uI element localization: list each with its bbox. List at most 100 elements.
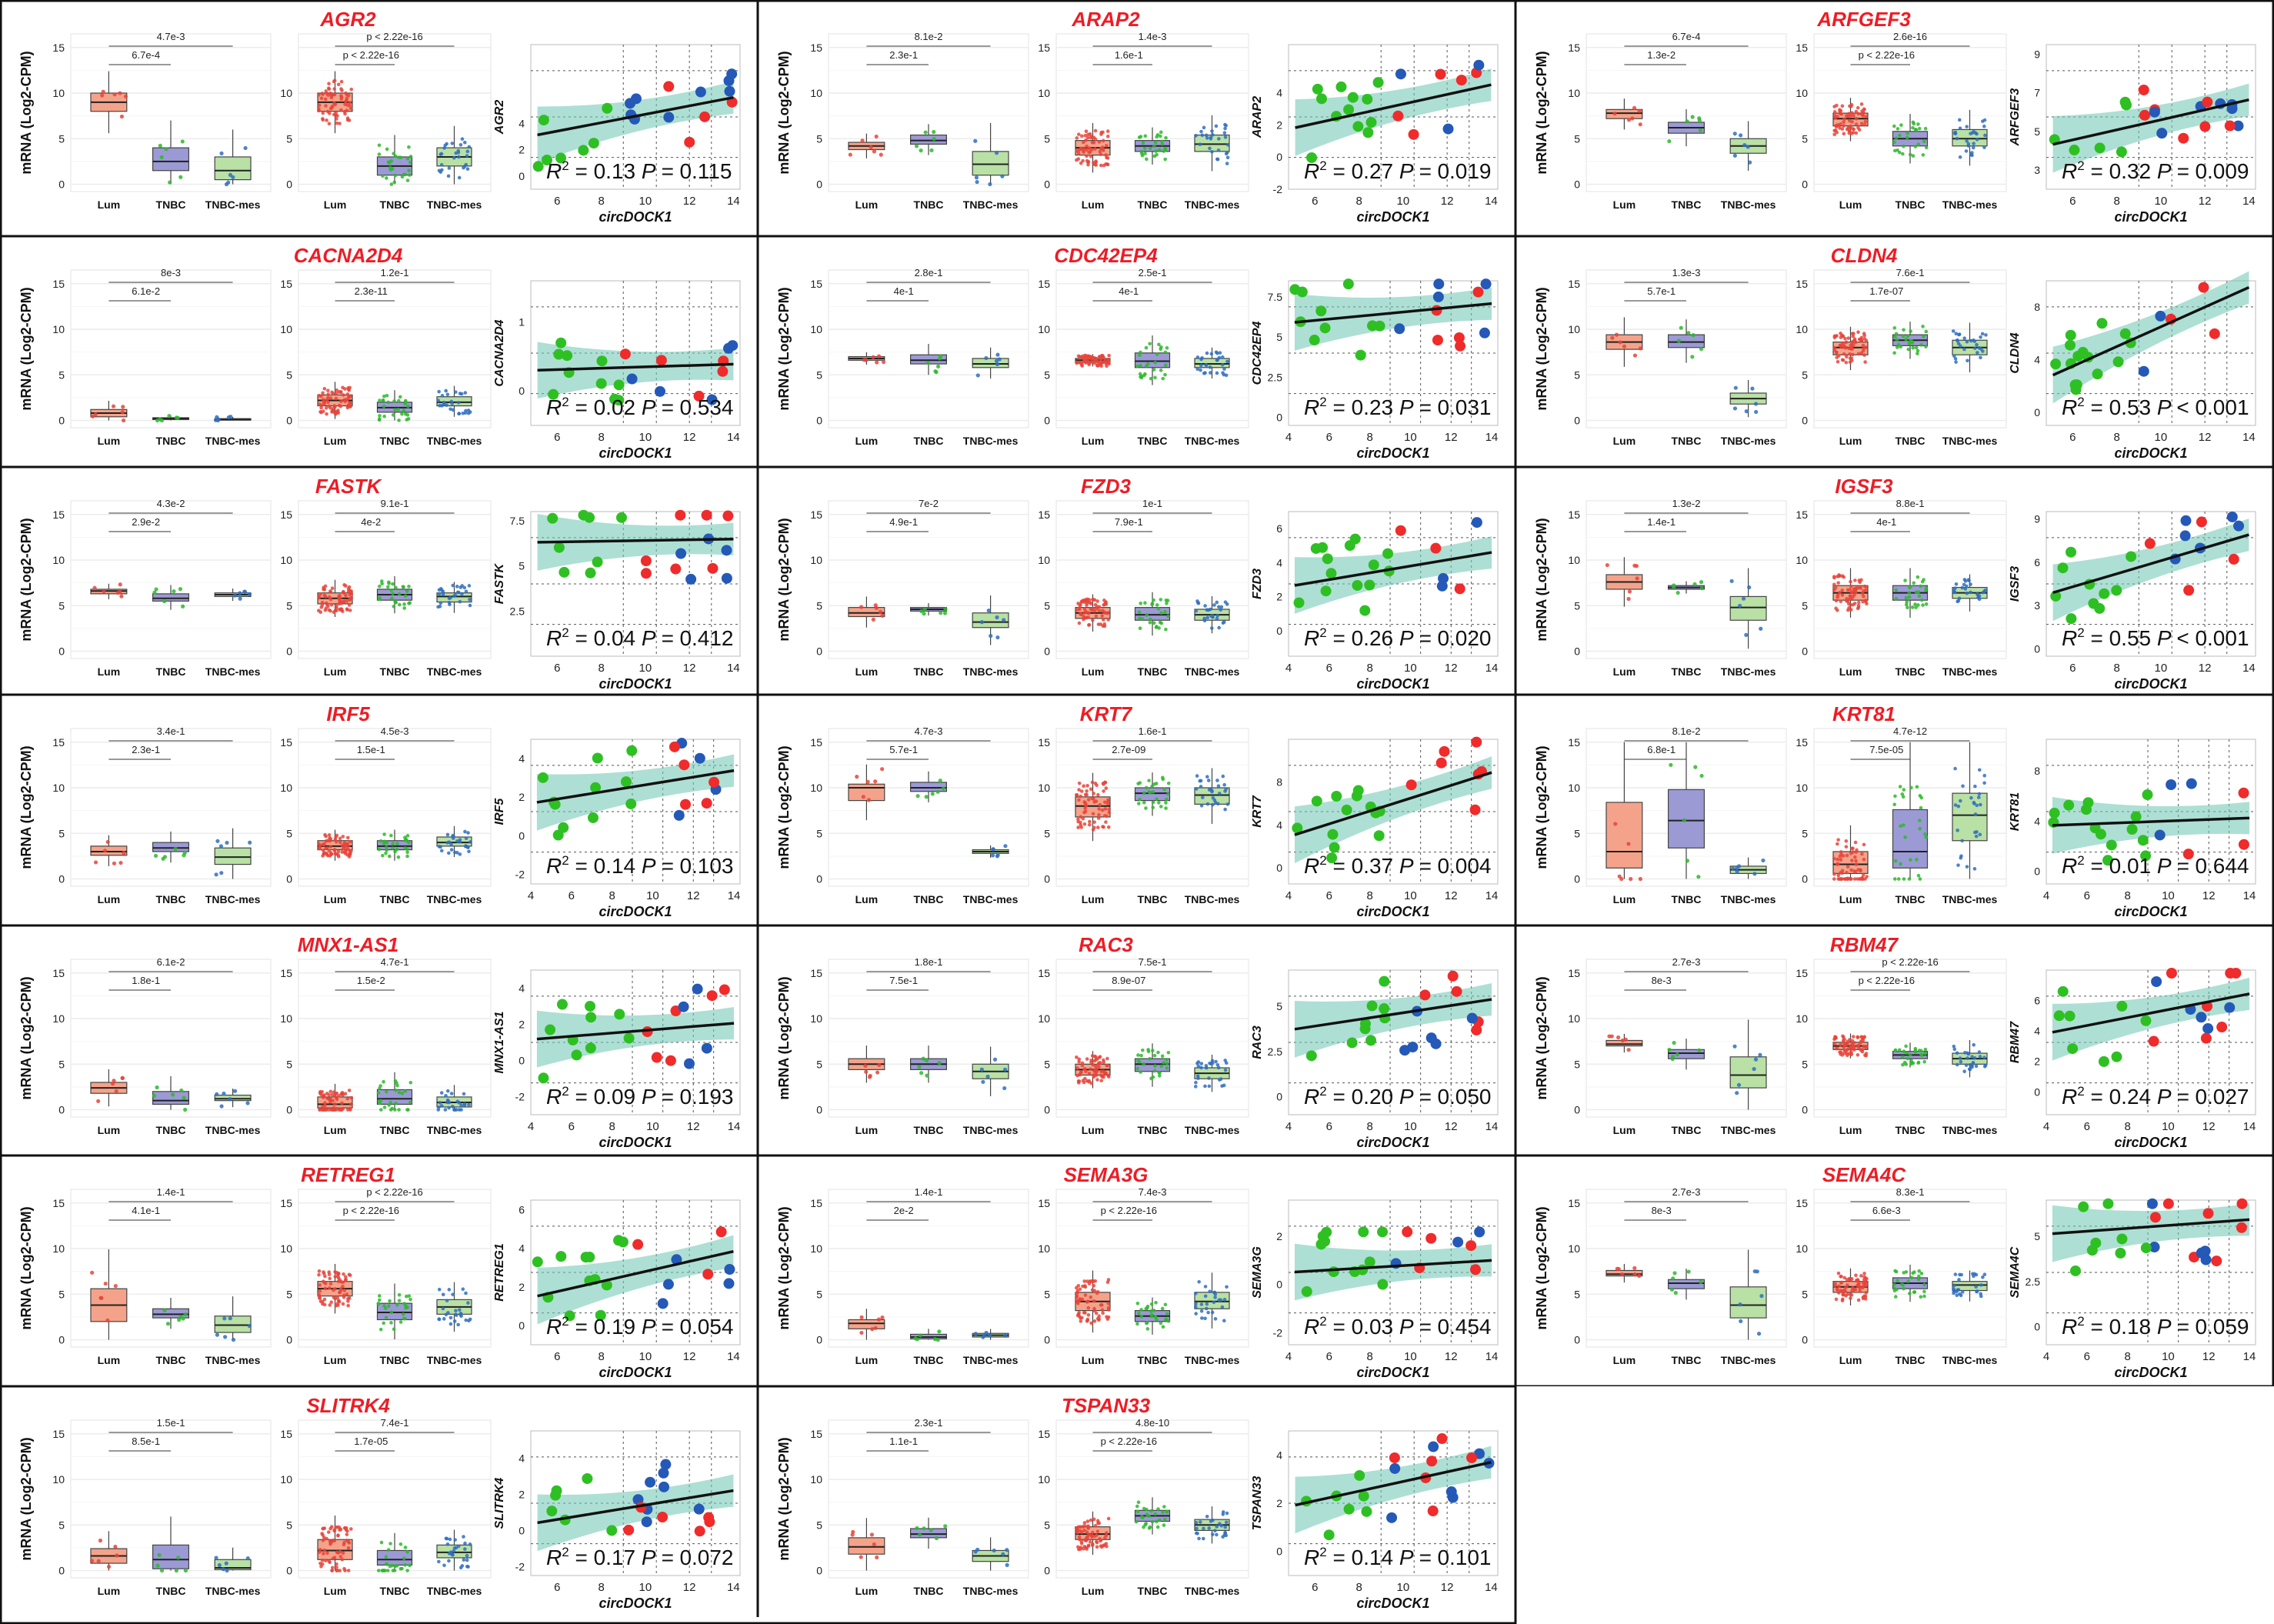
data-point — [1105, 802, 1110, 806]
data-point — [1095, 1316, 1100, 1321]
data-point — [1096, 825, 1100, 829]
y-axis-gene-label: RAC3 — [1251, 1025, 1264, 1059]
data-point — [1852, 1045, 1856, 1049]
p-value-bottom: 5.7e-1 — [1647, 285, 1675, 297]
y-tick-label: 0 — [816, 1104, 822, 1116]
data-point — [395, 1564, 399, 1568]
data-point — [1095, 1078, 1099, 1082]
data-point — [1081, 158, 1085, 163]
data-point — [1853, 855, 1857, 859]
scatter-point — [1432, 291, 1444, 302]
data-point — [1899, 824, 1902, 829]
data-point — [317, 1269, 322, 1273]
scatter-point — [1293, 597, 1305, 609]
data-point — [914, 144, 919, 148]
data-point — [1911, 345, 1916, 350]
data-point — [400, 1566, 404, 1571]
data-point — [1846, 599, 1850, 603]
data-point — [879, 152, 883, 157]
p-value-bottom: 1.8e-1 — [132, 975, 160, 986]
scatter-point — [692, 983, 703, 995]
x-tick-label: 12 — [2199, 662, 2212, 675]
data-point — [1082, 822, 1087, 826]
scatter-point — [2119, 328, 2131, 339]
group-label: TNBC-mes — [427, 1124, 482, 1136]
data-point — [1922, 1059, 1926, 1064]
data-point — [325, 845, 329, 850]
scatter-point — [1386, 1512, 1398, 1523]
data-point — [1679, 325, 1683, 330]
p-value-bottom: 4e-2 — [361, 516, 381, 528]
group-label: TNBC — [914, 1124, 944, 1136]
p-value-top: p < 2.22e-16 — [1882, 956, 1938, 968]
scatter-point — [578, 145, 589, 156]
scatter-point — [2148, 1035, 2159, 1047]
data-point — [1979, 1283, 1983, 1287]
data-point — [318, 1283, 322, 1287]
data-point — [1139, 375, 1144, 380]
data-point — [1849, 852, 1853, 855]
scatter-point — [1392, 110, 1404, 122]
data-point — [1860, 112, 1865, 115]
data-point — [327, 833, 332, 837]
data-point — [1099, 130, 1103, 135]
y-tick-label: 10 — [1038, 1242, 1050, 1255]
data-point — [1899, 1282, 1904, 1286]
data-point — [1166, 792, 1170, 796]
data-point — [1092, 609, 1097, 613]
data-point — [330, 409, 335, 413]
data-point — [1215, 1532, 1219, 1537]
data-point — [385, 849, 388, 852]
data-point — [1211, 795, 1215, 800]
data-point — [1972, 1055, 1977, 1060]
box — [1134, 352, 1171, 368]
data-point — [405, 1569, 409, 1572]
scatter-point — [723, 75, 735, 86]
data-point — [1839, 332, 1842, 335]
data-point — [1921, 603, 1925, 607]
data-point — [392, 1327, 396, 1332]
data-point — [1982, 145, 1986, 149]
scatter-point — [2156, 128, 2168, 139]
data-point — [1214, 350, 1219, 355]
y-tick-label: 0 — [58, 178, 65, 191]
data-point — [1089, 1295, 1093, 1299]
data-point — [328, 589, 332, 593]
data-point — [1225, 802, 1230, 806]
data-point — [1835, 334, 1839, 338]
data-point — [1155, 625, 1159, 629]
regression-line — [2052, 533, 2249, 595]
data-point — [378, 1298, 382, 1302]
data-point — [1860, 852, 1864, 856]
y-tick-label: 15 — [52, 967, 65, 979]
scatter-point — [2067, 1043, 2079, 1055]
box — [1952, 792, 1988, 842]
data-point — [388, 1100, 392, 1105]
y-tick-label: 0 — [518, 170, 525, 182]
data-point — [1983, 133, 1987, 138]
scatter-point — [2230, 967, 2242, 979]
data-point — [1965, 125, 1969, 128]
data-point — [1626, 842, 1631, 846]
y-tick-label: 4 — [2034, 354, 2040, 366]
x-tick-label: 4 — [1285, 1350, 1292, 1363]
data-point — [1222, 131, 1227, 135]
data-point — [348, 385, 352, 390]
data-point — [329, 1300, 334, 1304]
data-point — [1901, 1062, 1905, 1067]
data-point — [393, 1079, 398, 1083]
data-point — [1138, 353, 1142, 357]
confidence-band — [1294, 1243, 1492, 1301]
data-point — [89, 1559, 95, 1563]
data-point — [1690, 355, 1695, 359]
x-tick-label: 4 — [1285, 1120, 1292, 1133]
data-point — [389, 588, 393, 592]
group-label: Lum — [1082, 1585, 1105, 1597]
data-point — [1957, 118, 1962, 122]
data-point — [348, 106, 353, 111]
data-point — [1699, 773, 1704, 779]
data-point — [1846, 1047, 1851, 1051]
scatter-point — [2236, 1222, 2247, 1233]
y-tick-label: 2 — [518, 1019, 525, 1031]
